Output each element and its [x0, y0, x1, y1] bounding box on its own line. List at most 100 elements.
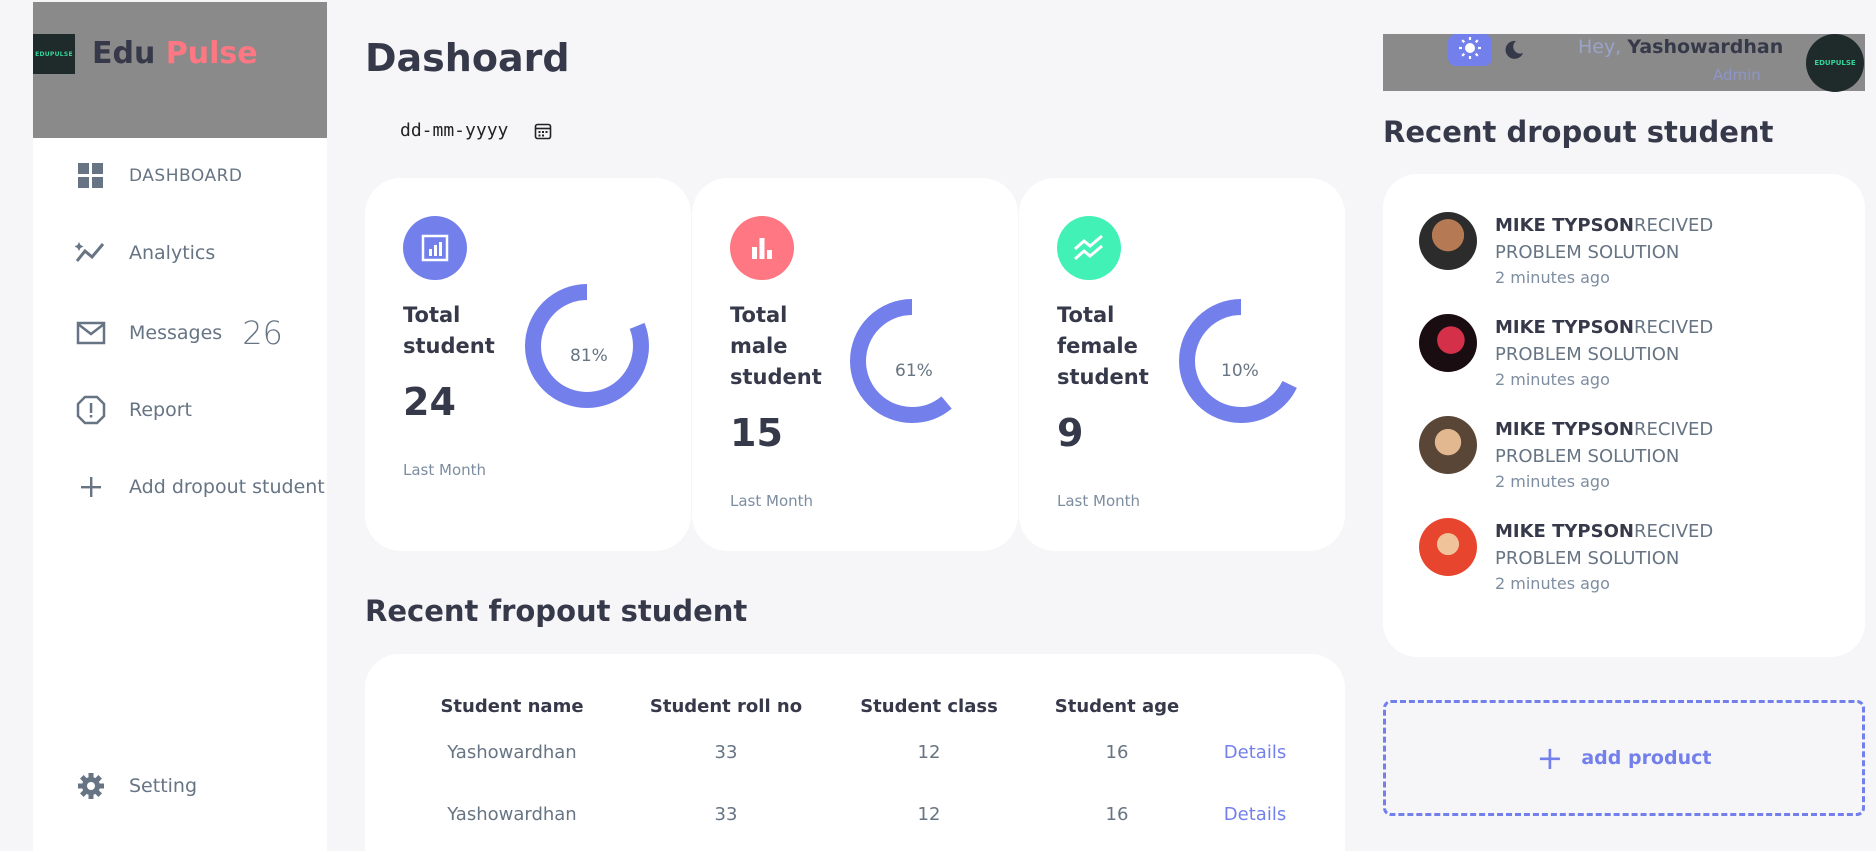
update-text: MIKE TYPSONRECIVED PROBLEM SOLUTION	[1495, 518, 1795, 572]
sidebar-item-label: Add dropout student	[129, 476, 325, 498]
progress-ring	[525, 284, 649, 408]
male-student-card: Total male student 15 Last Month 61%	[692, 178, 1018, 551]
update-item: MIKE TYPSONRECIVED PROBLEM SOLUTION 2 mi…	[1419, 314, 1795, 389]
card-subtitle: Last Month	[730, 492, 814, 510]
gear-icon	[75, 770, 107, 802]
avatar	[1419, 212, 1477, 270]
sidebar-item-add-dropout[interactable]: Add dropout student	[75, 471, 325, 503]
add-product-label: add product	[1581, 747, 1712, 769]
table-cell-roll: 33	[714, 742, 738, 763]
grid-icon	[75, 160, 107, 192]
progress-ring	[850, 299, 974, 423]
card-title: Total student	[403, 300, 523, 362]
column-header-roll: Student roll no	[649, 696, 803, 717]
card-value: 15	[730, 411, 783, 455]
card-percent: 10%	[1221, 361, 1259, 381]
analytics-icon	[75, 237, 107, 269]
update-time: 2 minutes ago	[1495, 574, 1610, 593]
total-student-card: Total student 24 Last Month 81%	[365, 178, 691, 551]
brand-header: EDUPULSE Edu Pulse	[33, 2, 327, 138]
moon-icon[interactable]	[1502, 38, 1526, 62]
card-value: 24	[403, 380, 456, 424]
recent-dropout-table-title: Recent fropout student	[365, 594, 748, 628]
greeting-text: Hey,	[1578, 36, 1622, 58]
light-mode-toggle[interactable]	[1448, 34, 1492, 66]
page-title: Dashoard	[365, 36, 570, 80]
card-title: Total female student	[1057, 300, 1177, 393]
sidebar-item-setting[interactable]: Setting	[75, 770, 197, 802]
brand-title: Edu Pulse	[92, 36, 258, 71]
sidebar: EDUPULSE Edu Pulse DASHBOARD Analytics M…	[33, 2, 327, 851]
message-count-badge: 26	[242, 314, 283, 352]
card-title-line: Total	[1057, 303, 1115, 327]
avatar	[1419, 518, 1477, 576]
update-time: 2 minutes ago	[1495, 472, 1610, 491]
sidebar-item-analytics[interactable]: Analytics	[75, 237, 215, 269]
update-item: MIKE TYPSONRECIVED PROBLEM SOLUTION 2 mi…	[1419, 212, 1795, 287]
card-percent: 61%	[895, 361, 933, 381]
add-product-button[interactable]: + add product	[1383, 700, 1865, 816]
card-subtitle: Last Month	[1057, 492, 1141, 510]
update-name: MIKE TYPSON	[1495, 317, 1634, 338]
table-cell-roll: 33	[714, 804, 738, 825]
card-percent: 81%	[570, 346, 608, 366]
avatar-logo-text: EDUPULSE	[1814, 59, 1856, 67]
update-item: MIKE TYPSONRECIVED PROBLEM SOLUTION 2 mi…	[1419, 518, 1795, 593]
table-cell-age: 16	[1105, 742, 1129, 763]
sidebar-item-label: Analytics	[129, 242, 216, 264]
update-message: RECIVED PROBLEM SOLUTION	[1495, 419, 1714, 467]
update-text: MIKE TYPSONRECIVED PROBLEM SOLUTION	[1495, 416, 1795, 470]
sidebar-item-label: Setting	[129, 775, 198, 797]
avatar	[1419, 314, 1477, 372]
plus-icon	[75, 471, 107, 503]
sidebar-item-label: Report	[129, 399, 192, 421]
table-cell-age: 16	[1105, 804, 1129, 825]
user-greeting: Hey, Yashowardhan	[1578, 36, 1783, 58]
username: Yashowardhan	[1627, 36, 1784, 58]
user-role: Admin	[1713, 66, 1761, 84]
update-time: 2 minutes ago	[1495, 370, 1610, 389]
calendar-icon[interactable]	[534, 122, 552, 140]
update-time: 2 minutes ago	[1495, 268, 1610, 287]
update-name: MIKE TYPSON	[1495, 419, 1634, 440]
sidebar-item-label: Messages	[129, 322, 223, 344]
trend-icon	[1057, 216, 1121, 280]
recent-updates-title: Recent dropout student	[1383, 115, 1774, 149]
column-header-name: Student name	[440, 696, 584, 717]
card-title-line: male	[730, 334, 788, 358]
table-cell-class: 12	[917, 742, 941, 763]
sidebar-item-label: DASHBOARD	[129, 166, 243, 186]
sidebar-item-dashboard[interactable]: DASHBOARD	[75, 160, 242, 192]
date-input[interactable]: dd-mm-yyyy	[400, 120, 552, 141]
sidebar-item-report[interactable]: Report	[75, 394, 192, 426]
brand-title-edu: Edu	[92, 36, 156, 71]
table-cell-name: Yashowardhan	[447, 804, 577, 825]
bar-chart-icon	[403, 216, 467, 280]
plus-icon: +	[1536, 739, 1564, 777]
table-cell-name: Yashowardhan	[447, 742, 577, 763]
card-title-line: student	[730, 365, 822, 389]
bar-chart-icon	[730, 216, 794, 280]
card-title: Total male student	[730, 300, 850, 393]
update-text: MIKE TYPSONRECIVED PROBLEM SOLUTION	[1495, 212, 1795, 266]
avatar	[1419, 416, 1477, 474]
avatar[interactable]: EDUPULSE	[1806, 34, 1864, 92]
progress-ring	[1179, 299, 1303, 423]
card-title-line: Total	[730, 303, 788, 327]
sidebar-item-messages[interactable]: Messages 26	[75, 314, 283, 352]
card-subtitle: Last Month	[403, 461, 487, 479]
dropout-table	[365, 654, 1345, 851]
brand-logo-text: EDUPULSE	[35, 50, 73, 58]
card-title-line: student	[403, 334, 495, 358]
update-item: MIKE TYPSONRECIVED PROBLEM SOLUTION 2 mi…	[1419, 416, 1795, 491]
column-header-class: Student class	[860, 696, 998, 717]
card-title-line: Total	[403, 303, 461, 327]
details-link[interactable]: Details	[1223, 804, 1287, 825]
mail-icon	[75, 317, 107, 349]
card-title-line: female	[1057, 334, 1138, 358]
column-header-age: Student age	[1054, 696, 1180, 717]
card-title-line: student	[1057, 365, 1149, 389]
update-message: RECIVED PROBLEM SOLUTION	[1495, 215, 1714, 263]
details-link[interactable]: Details	[1223, 742, 1287, 763]
update-name: MIKE TYPSON	[1495, 215, 1634, 236]
